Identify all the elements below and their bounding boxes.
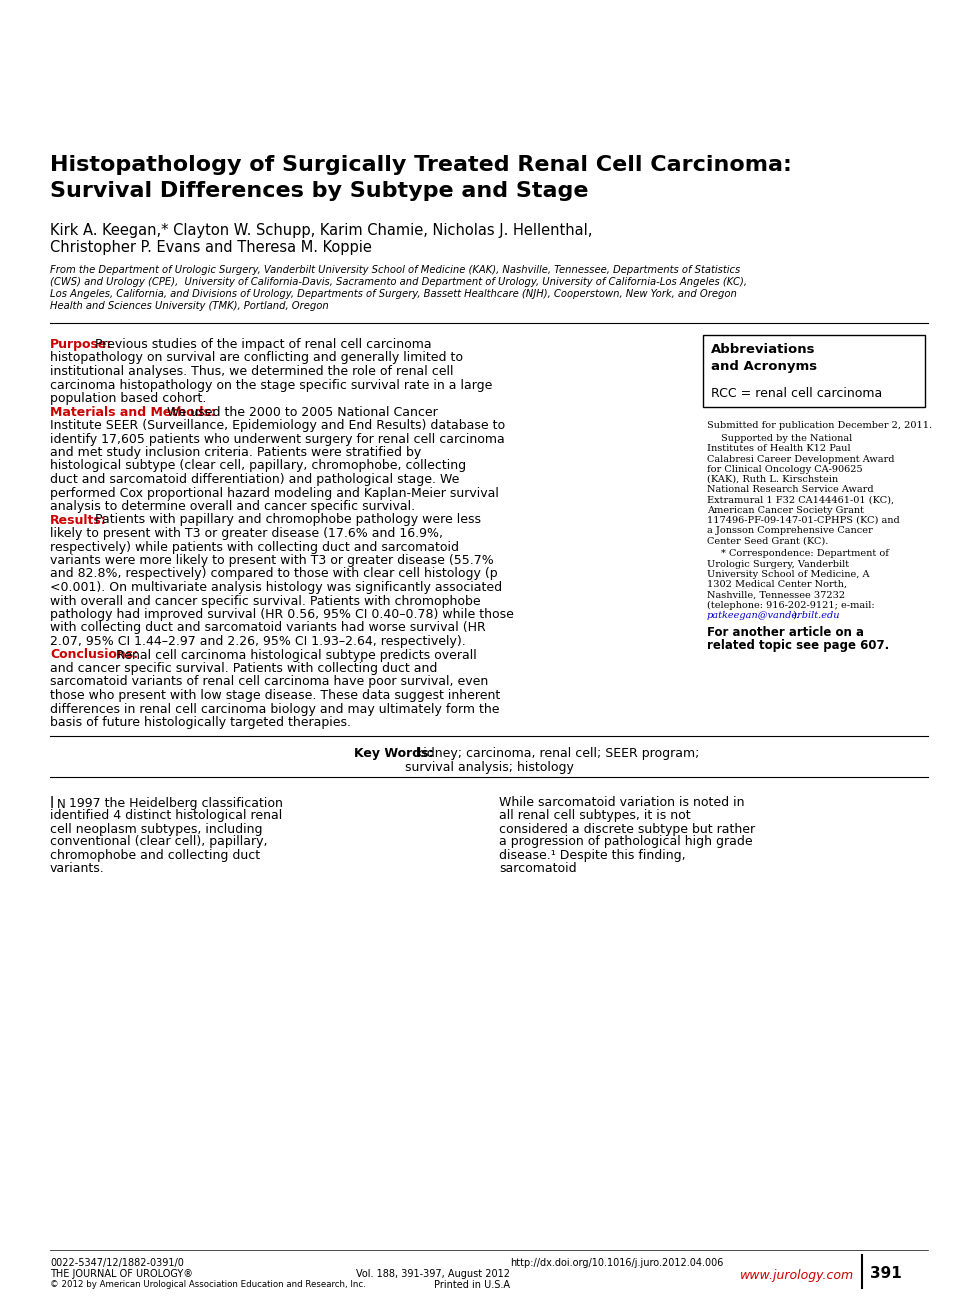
Text: basis of future histologically targeted therapies.: basis of future histologically targeted … — [50, 716, 351, 729]
Text: those who present with low stage disease. These data suggest inherent: those who present with low stage disease… — [50, 689, 500, 702]
Text: kidney; carcinoma, renal cell; SEER program;: kidney; carcinoma, renal cell; SEER prog… — [409, 746, 700, 760]
Text: all renal cell subtypes, it is not: all renal cell subtypes, it is not — [499, 809, 690, 822]
Text: 0022-5347/12/1882-0391/0: 0022-5347/12/1882-0391/0 — [50, 1258, 184, 1268]
Text: Vol. 188, 391-397, August 2012: Vol. 188, 391-397, August 2012 — [356, 1268, 510, 1279]
Text: chromophobe and collecting duct: chromophobe and collecting duct — [50, 848, 260, 861]
Text: histological subtype (clear cell, papillary, chromophobe, collecting: histological subtype (clear cell, papill… — [50, 459, 466, 472]
Text: http://dx.doi.org/10.1016/j.juro.2012.04.006: http://dx.doi.org/10.1016/j.juro.2012.04… — [510, 1258, 723, 1268]
Text: Christopher P. Evans and Theresa M. Koppie: Christopher P. Evans and Theresa M. Kopp… — [50, 240, 371, 254]
Text: differences in renal cell carcinoma biology and may ultimately form the: differences in renal cell carcinoma biol… — [50, 702, 499, 715]
Text: and 82.8%, respectively) compared to those with clear cell histology (p: and 82.8%, respectively) compared to tho… — [50, 568, 497, 581]
Text: Center Seed Grant (KC).: Center Seed Grant (KC). — [707, 536, 829, 545]
Text: Nashville, Tennessee 37232: Nashville, Tennessee 37232 — [707, 590, 845, 599]
Text: Extramural 1 F32 CA144461-01 (KC),: Extramural 1 F32 CA144461-01 (KC), — [707, 496, 894, 505]
Text: patkeegan@vanderbilt.edu: patkeegan@vanderbilt.edu — [707, 611, 840, 620]
Text: 1997 the Heidelberg classification: 1997 the Heidelberg classification — [65, 796, 283, 809]
Text: THE JOURNAL OF UROLOGY®: THE JOURNAL OF UROLOGY® — [50, 1268, 193, 1279]
Text: and met study inclusion criteria. Patients were stratified by: and met study inclusion criteria. Patien… — [50, 446, 421, 459]
Text: We used the 2000 to 2005 National Cancer: We used the 2000 to 2005 National Cancer — [163, 406, 438, 419]
Text: Conclusions:: Conclusions: — [50, 649, 138, 662]
Text: Previous studies of the impact of renal cell carcinoma: Previous studies of the impact of renal … — [91, 338, 432, 351]
Text: institutional analyses. Thus, we determined the role of renal cell: institutional analyses. Thus, we determi… — [50, 365, 453, 378]
Text: carcinoma histopathology on the stage specific survival rate in a large: carcinoma histopathology on the stage sp… — [50, 378, 492, 392]
Text: sarcomatoid variants of renal cell carcinoma have poor survival, even: sarcomatoid variants of renal cell carci… — [50, 676, 488, 689]
Text: Materials and Methods:: Materials and Methods: — [50, 406, 215, 419]
Text: with overall and cancer specific survival. Patients with chromophobe: with overall and cancer specific surviva… — [50, 595, 481, 608]
Text: pathology had improved survival (HR 0.56, 95% CI 0.40–0.78) while those: pathology had improved survival (HR 0.56… — [50, 608, 514, 621]
Text: www.jurology.com: www.jurology.com — [740, 1268, 854, 1282]
Text: Los Angeles, California, and Divisions of Urology, Departments of Surgery, Basse: Los Angeles, California, and Divisions o… — [50, 288, 737, 299]
Text: * Correspondence: Department of: * Correspondence: Department of — [721, 549, 889, 559]
Text: likely to present with T3 or greater disease (17.6% and 16.9%,: likely to present with T3 or greater dis… — [50, 527, 443, 540]
Text: © 2012 by American Urological Association Education and Research, Inc.: © 2012 by American Urological Associatio… — [50, 1280, 366, 1289]
Text: Supported by the National: Supported by the National — [721, 435, 852, 444]
Text: Histopathology of Surgically Treated Renal Cell Carcinoma:: Histopathology of Surgically Treated Ren… — [50, 155, 792, 175]
Text: (CWS) and Urology (CPE),  University of California-Davis, Sacramento and Departm: (CWS) and Urology (CPE), University of C… — [50, 277, 747, 287]
Text: National Research Service Award: National Research Service Award — [707, 485, 874, 495]
Text: Institute SEER (Surveillance, Epidemiology and End Results) database to: Institute SEER (Surveillance, Epidemiolo… — [50, 419, 505, 432]
Text: variants were more likely to present with T3 or greater disease (55.7%: variants were more likely to present wit… — [50, 555, 493, 566]
Text: Results:: Results: — [50, 513, 106, 526]
Text: respectively) while patients with collecting duct and sarcomatoid: respectively) while patients with collec… — [50, 540, 459, 553]
Text: survival analysis; histology: survival analysis; histology — [405, 762, 573, 774]
Text: University School of Medicine, A: University School of Medicine, A — [707, 570, 870, 579]
Text: RCC = renal cell carcinoma: RCC = renal cell carcinoma — [711, 388, 882, 401]
Text: performed Cox proportional hazard modeling and Kaplan-Meier survival: performed Cox proportional hazard modeli… — [50, 487, 499, 500]
Text: and cancer specific survival. Patients with collecting duct and: and cancer specific survival. Patients w… — [50, 662, 438, 675]
Text: population based cohort.: population based cohort. — [50, 392, 207, 405]
Text: a Jonsson Comprehensive Cancer: a Jonsson Comprehensive Cancer — [707, 526, 873, 535]
Text: Institutes of Health K12 Paul: Institutes of Health K12 Paul — [707, 445, 850, 453]
Text: I: I — [50, 796, 55, 812]
Text: N: N — [57, 797, 65, 810]
Text: Survival Differences by Subtype and Stage: Survival Differences by Subtype and Stag… — [50, 181, 589, 201]
Text: sarcomatoid: sarcomatoid — [499, 861, 576, 874]
Text: Printed in U.S.A: Printed in U.S.A — [434, 1280, 510, 1291]
Text: Health and Sciences University (TMK), Portland, Oregon: Health and Sciences University (TMK), Po… — [50, 301, 329, 311]
Text: disease.¹ Despite this finding,: disease.¹ Despite this finding, — [499, 848, 685, 861]
Text: Patients with papillary and chromophobe pathology were less: Patients with papillary and chromophobe … — [91, 513, 481, 526]
Text: American Cancer Society Grant: American Cancer Society Grant — [707, 505, 864, 514]
Text: 117496-PF-09-147-01-CPHPS (KC) and: 117496-PF-09-147-01-CPHPS (KC) and — [707, 515, 900, 525]
Text: Key Words:: Key Words: — [354, 746, 434, 760]
FancyBboxPatch shape — [703, 335, 925, 407]
Text: Renal cell carcinoma histological subtype predicts overall: Renal cell carcinoma histological subtyp… — [111, 649, 477, 662]
Text: Submitted for publication December 2, 2011.: Submitted for publication December 2, 20… — [707, 422, 932, 431]
Text: Purpose:: Purpose: — [50, 338, 112, 351]
Text: considered a discrete subtype but rather: considered a discrete subtype but rather — [499, 822, 755, 835]
Text: variants.: variants. — [50, 861, 104, 874]
Text: for Clinical Oncology CA-90625: for Clinical Oncology CA-90625 — [707, 465, 863, 474]
Text: <0.001). On multivariate analysis histology was significantly associated: <0.001). On multivariate analysis histol… — [50, 581, 502, 594]
Text: Urologic Surgery, Vanderbilt: Urologic Surgery, Vanderbilt — [707, 560, 849, 569]
Text: (telephone: 916-202-9121; e-mail:: (telephone: 916-202-9121; e-mail: — [707, 600, 875, 609]
Text: From the Department of Urologic Surgery, Vanderbilt University School of Medicin: From the Department of Urologic Surgery,… — [50, 265, 740, 275]
Text: cell neoplasm subtypes, including: cell neoplasm subtypes, including — [50, 822, 262, 835]
Text: related topic see page 607.: related topic see page 607. — [707, 639, 889, 651]
Text: analysis to determine overall and cancer specific survival.: analysis to determine overall and cancer… — [50, 500, 415, 513]
Text: 2.07, 95% CI 1.44–2.97 and 2.26, 95% CI 1.93–2.64, respectively).: 2.07, 95% CI 1.44–2.97 and 2.26, 95% CI … — [50, 636, 466, 649]
Text: 1302 Medical Center North,: 1302 Medical Center North, — [707, 579, 847, 589]
Text: Kirk A. Keegan,* Clayton W. Schupp, Karim Chamie, Nicholas J. Hellenthal,: Kirk A. Keegan,* Clayton W. Schupp, Kari… — [50, 223, 593, 238]
Text: identified 4 distinct histological renal: identified 4 distinct histological renal — [50, 809, 282, 822]
Text: For another article on a: For another article on a — [707, 626, 864, 639]
Text: (KAK), Ruth L. Kirschstein: (KAK), Ruth L. Kirschstein — [707, 475, 838, 484]
Text: a progression of pathological high grade: a progression of pathological high grade — [499, 835, 753, 848]
Text: duct and sarcomatoid differentiation) and pathological stage. We: duct and sarcomatoid differentiation) an… — [50, 472, 459, 485]
Text: While sarcomatoid variation is noted in: While sarcomatoid variation is noted in — [499, 796, 745, 809]
Text: Calabresi Career Development Award: Calabresi Career Development Award — [707, 454, 894, 463]
Text: 391: 391 — [870, 1266, 902, 1282]
Text: histopathology on survival are conflicting and generally limited to: histopathology on survival are conflicti… — [50, 351, 463, 364]
Text: with collecting duct and sarcomatoid variants had worse survival (HR: with collecting duct and sarcomatoid var… — [50, 621, 486, 634]
Text: ).: ). — [792, 611, 799, 620]
Text: conventional (clear cell), papillary,: conventional (clear cell), papillary, — [50, 835, 267, 848]
Text: identify 17,605 patients who underwent surgery for renal cell carcinoma: identify 17,605 patients who underwent s… — [50, 432, 505, 445]
Text: Abbreviations
and Acronyms: Abbreviations and Acronyms — [711, 343, 817, 373]
